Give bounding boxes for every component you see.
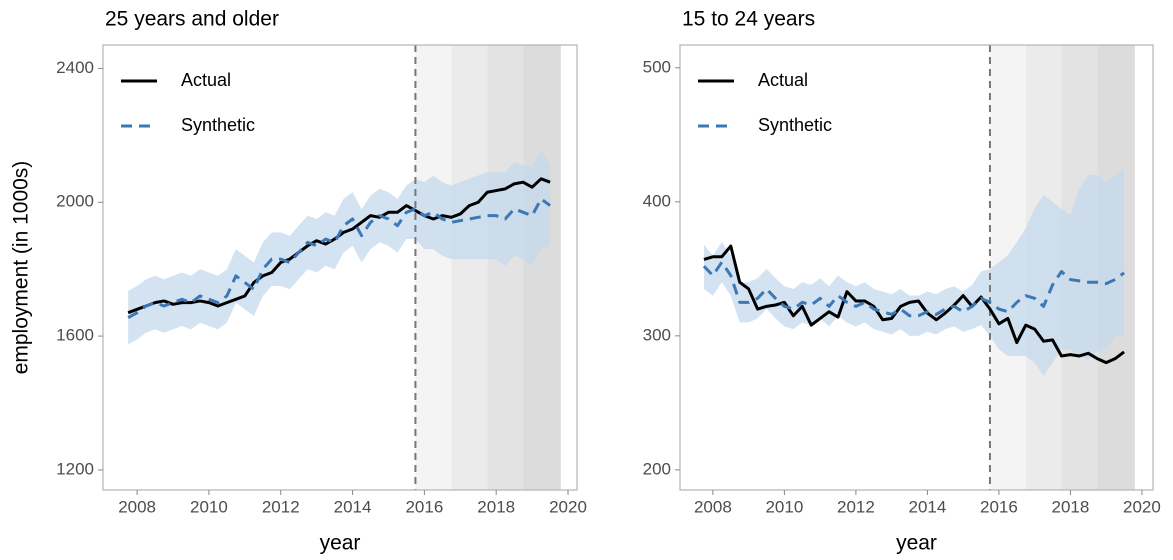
x-tick-label: 2020: [549, 497, 587, 516]
y-tick-label: 2000: [56, 192, 94, 211]
x-tick-label: 2016: [980, 497, 1018, 516]
x-tick-label: 2012: [837, 497, 875, 516]
chart-title: 15 to 24 years: [682, 8, 815, 31]
confidence-band: [128, 148, 551, 345]
legend-label: Synthetic: [758, 115, 832, 135]
series-line: [702, 260, 1125, 318]
x-tick-label: 2012: [262, 497, 300, 516]
shaded-region: [487, 45, 524, 490]
legend-label: Synthetic: [181, 115, 255, 135]
series-line: [127, 197, 551, 319]
x-tick-label: 2016: [405, 497, 443, 516]
x-tick-label: 2020: [1123, 497, 1161, 516]
y-tick-label: 1600: [56, 326, 94, 345]
x-tick-label: 2008: [694, 497, 732, 516]
y-tick-label: 2400: [56, 58, 94, 77]
x-tick-label: 2008: [118, 497, 156, 516]
x-tick-label: 2010: [190, 497, 228, 516]
x-tick-label: 2014: [334, 497, 372, 516]
x-axis-title: year: [320, 532, 361, 555]
chart-title: 25 years and older: [105, 8, 279, 31]
confidence-band: [703, 168, 1125, 377]
legend-label: Actual: [181, 70, 231, 90]
x-tick-label: 2018: [477, 497, 515, 516]
x-tick-label: 2010: [765, 497, 803, 516]
plot-frame: [102, 44, 578, 491]
y-tick-label: 400: [643, 191, 671, 210]
legend-label: Actual: [758, 70, 808, 90]
series-line: [703, 244, 1125, 365]
y-tick-label: 300: [643, 325, 671, 344]
plot-frame: [679, 44, 1154, 491]
x-tick-label: 2018: [1051, 497, 1089, 516]
x-axis-title: year: [896, 532, 937, 555]
shaded-region: [523, 45, 561, 490]
y-tick-label: 200: [643, 459, 671, 478]
shaded-region: [415, 45, 452, 490]
y-axis-title: employment (in 1000s): [10, 161, 33, 375]
y-tick-label: 1200: [56, 459, 94, 478]
y-tick-label: 500: [643, 57, 671, 76]
shaded-region: [451, 45, 488, 490]
x-tick-label: 2014: [908, 497, 946, 516]
